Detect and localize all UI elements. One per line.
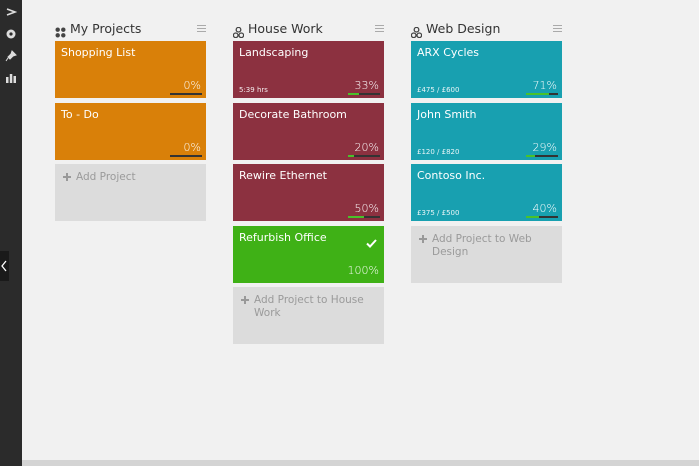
progress-label: 71% bbox=[532, 79, 557, 92]
project-card[interactable]: Contoso Inc. £375 / £500 40% bbox=[411, 164, 562, 221]
progress-bar bbox=[348, 93, 380, 95]
card-title: Decorate Bathroom bbox=[239, 107, 347, 121]
project-card[interactable]: Refurbish Office 100% bbox=[233, 225, 384, 283]
nav-icon[interactable] bbox=[5, 28, 17, 40]
progress-label: 20% bbox=[354, 140, 379, 154]
add-project-label: Add Project to Web Design bbox=[432, 232, 532, 258]
card-title: Refurbish Office bbox=[239, 230, 327, 244]
column-icon bbox=[55, 23, 66, 42]
progress-bar bbox=[526, 216, 558, 218]
project-card[interactable]: Rewire Ethernet 50% bbox=[233, 164, 384, 221]
progress-bar bbox=[526, 154, 558, 157]
nav-icon[interactable] bbox=[5, 6, 17, 18]
project-card[interactable]: Decorate Bathroom 20% bbox=[233, 102, 384, 160]
progress-bar bbox=[170, 93, 202, 95]
column-header: Web Design bbox=[410, 18, 562, 42]
complete-check bbox=[366, 233, 377, 252]
column-title: Web Design bbox=[426, 21, 501, 36]
card-title: To - Do bbox=[61, 107, 99, 121]
progress-label: 40% bbox=[532, 202, 557, 215]
column-title: House Work bbox=[248, 21, 323, 36]
progress-label: 0% bbox=[183, 140, 201, 154]
card-subtitle: 5:39 hrs bbox=[239, 86, 268, 94]
column-title: My Projects bbox=[70, 21, 142, 36]
progress-label: 0% bbox=[183, 79, 201, 92]
column: House Work Landscaping 5:39 hrs 33% Decorate… bbox=[232, 18, 384, 344]
card-subtitle: £120 / £820 bbox=[417, 147, 460, 156]
progress-fill bbox=[348, 154, 355, 157]
card-title: Rewire Ethernet bbox=[239, 169, 327, 182]
column-menu[interactable] bbox=[197, 25, 206, 34]
card-title: Landscaping bbox=[239, 46, 309, 59]
progress-label: 33% bbox=[354, 79, 379, 92]
column-header: My Projects bbox=[55, 18, 206, 40]
add-project-button[interactable]: Add Project to Web Design bbox=[411, 225, 562, 283]
progress-bar bbox=[348, 216, 380, 218]
project-card[interactable]: John Smith £120 / £820 29% bbox=[411, 102, 562, 160]
add-project-label: Add Project to House Work bbox=[254, 294, 364, 319]
progress-label: 29% bbox=[532, 140, 557, 154]
add-project-label: Add Project bbox=[76, 171, 136, 183]
card-title: Contoso Inc. bbox=[417, 169, 486, 182]
add-icon bbox=[241, 293, 249, 307]
column-icon bbox=[410, 23, 423, 42]
column-menu[interactable] bbox=[375, 25, 384, 34]
status-bar bbox=[22, 460, 699, 466]
progress-label: 50% bbox=[354, 202, 379, 215]
progress-label: 100% bbox=[347, 263, 379, 277]
collapse-tab[interactable] bbox=[0, 251, 9, 281]
card-title: John Smith bbox=[417, 107, 477, 121]
add-project-button[interactable]: Add Project bbox=[55, 164, 206, 221]
card-title: ARX Cycles bbox=[417, 46, 479, 59]
sidebar bbox=[0, 0, 22, 466]
progress-bar bbox=[170, 154, 202, 157]
column-header: House Work bbox=[232, 18, 384, 42]
column: Web Design ARX Cycles £475 / £600 71% John S… bbox=[410, 18, 562, 283]
column: My Projects Shopping List 0% To - Do 0% Add P… bbox=[55, 18, 206, 221]
project-card[interactable]: Landscaping 5:39 hrs 33% bbox=[233, 41, 384, 98]
project-card[interactable]: ARX Cycles £475 / £600 71% bbox=[411, 41, 562, 98]
add-icon bbox=[63, 170, 71, 184]
column-icon bbox=[232, 23, 245, 42]
add-icon bbox=[419, 232, 427, 246]
progress-bar bbox=[526, 93, 558, 95]
progress-fill bbox=[526, 93, 549, 95]
progress-fill bbox=[526, 216, 539, 218]
card-subtitle: £475 / £600 bbox=[417, 86, 460, 94]
card-subtitle: £375 / £500 bbox=[417, 209, 460, 217]
progress-fill bbox=[526, 154, 536, 157]
nav-icon[interactable] bbox=[5, 50, 17, 62]
add-project-button[interactable]: Add Project to House Work bbox=[233, 287, 384, 344]
column-menu[interactable] bbox=[553, 25, 562, 34]
card-title: Shopping List bbox=[61, 46, 136, 59]
progress-bar bbox=[348, 154, 380, 157]
progress-fill bbox=[348, 216, 364, 218]
nav-icon[interactable] bbox=[5, 72, 17, 84]
project-card[interactable]: To - Do 0% bbox=[55, 102, 206, 160]
project-card[interactable]: Shopping List 0% bbox=[55, 41, 206, 98]
progress-fill bbox=[348, 93, 359, 95]
